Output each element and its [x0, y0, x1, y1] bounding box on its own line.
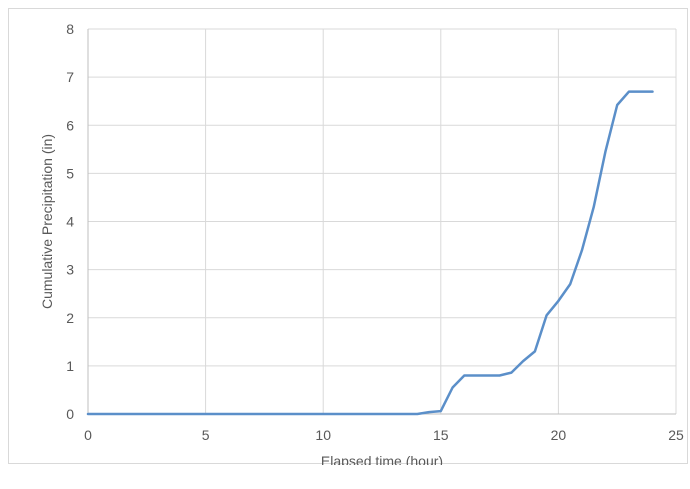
y-tick-label: 2 — [66, 310, 74, 326]
y-tick-label: 0 — [66, 406, 74, 422]
grid — [88, 28, 677, 414]
x-tick-label: 25 — [668, 427, 684, 443]
y-tick-label: 6 — [66, 117, 74, 133]
y-tick-label: 5 — [66, 165, 74, 181]
chart-frame: 0 1 2 3 4 5 6 7 8 0 5 10 15 20 25 Elapsed time (hour) … — [8, 8, 688, 465]
precipitation-series-line — [86, 90, 654, 416]
series — [86, 90, 654, 416]
x-tick-label: 5 — [202, 427, 210, 443]
y-axis-title: Cumulative Precipitation (in) — [39, 134, 55, 309]
y-tick-label: 8 — [66, 21, 74, 37]
x-tick-label: 0 — [84, 427, 92, 443]
tick-labels: 0 1 2 3 4 5 6 7 8 0 5 10 15 20 25 — [66, 21, 684, 443]
y-tick-label: 3 — [66, 262, 74, 278]
y-tick-label: 7 — [66, 69, 74, 85]
x-tick-label: 10 — [315, 427, 331, 443]
x-axis-title: Elapsed time (hour) — [321, 453, 443, 465]
y-tick-label: 1 — [66, 358, 74, 374]
x-tick-label: 20 — [551, 427, 567, 443]
y-tick-label: 4 — [66, 214, 74, 230]
x-tick-label: 15 — [433, 427, 449, 443]
